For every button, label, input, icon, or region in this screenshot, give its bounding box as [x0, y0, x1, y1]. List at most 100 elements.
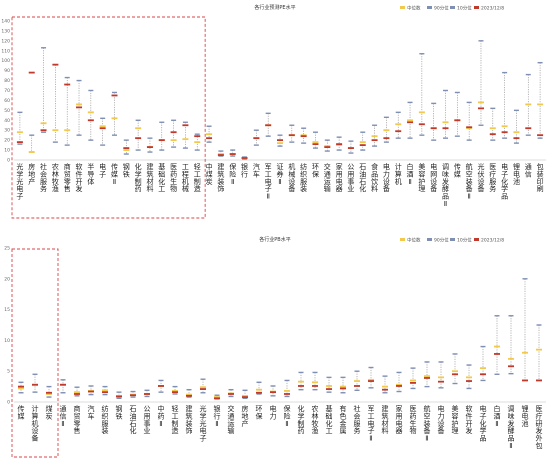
y-tick-label: 120 [1, 38, 10, 44]
category-label: 电子 [99, 162, 106, 178]
legend-swatch [427, 6, 432, 9]
highlight-box [11, 16, 206, 219]
category-label: 传媒 Ⅱ [111, 162, 118, 186]
category-label: 军工电子 Ⅱ [368, 405, 375, 443]
category-label: 光学光电子 [200, 404, 207, 443]
y-tick-label: 10 [4, 148, 10, 154]
category-label: 房地产 [28, 162, 35, 186]
legend-label: 2023/12/8 [481, 6, 504, 12]
y-tick-label: 30 [4, 128, 10, 134]
category-label: 环保 [312, 163, 319, 178]
category-label: 美容护理 [418, 162, 425, 193]
category-label: 钢铁 [116, 404, 123, 420]
category-label: 航空装备 Ⅱ [466, 162, 473, 201]
category-label: 软件开发 [466, 404, 473, 435]
y-tick-label: 20 [4, 138, 10, 144]
category-label: 传媒 [454, 162, 461, 178]
category-label: 轻工制造 [172, 404, 179, 435]
category-label: 石油石化 [359, 163, 366, 193]
legend-swatch [450, 238, 455, 241]
y-tick-label: 60 [4, 98, 10, 104]
category-label: 建筑材料 [146, 162, 153, 193]
category-label: 航空装备 Ⅱ [424, 404, 431, 443]
pb-chart: 各行业PB水平 中位数 90分位 10分位 2023/12/8 0 5 10 15 20 25 传媒计… [4, 236, 546, 458]
y-tick-label: 15 [4, 307, 10, 313]
category-label: 家用电器 [396, 404, 403, 435]
category-label: 包装印刷 [537, 162, 544, 193]
category-label: 建筑装饰 [217, 162, 224, 193]
highlight-box [11, 248, 59, 458]
category-label: 电力设备 [383, 162, 390, 193]
category-label: 汽车 [253, 162, 260, 178]
category-label: 农林牧渔 [52, 162, 59, 193]
category-label: 电子化学品 [501, 162, 508, 201]
legend-label: 10分位 [457, 237, 472, 244]
category-label: 调味发酵品 Ⅱ [442, 162, 449, 208]
category-label: 电力 [270, 404, 277, 420]
y-tick-label: 100 [1, 58, 10, 64]
chart-title: 各行业预测PE水平 [254, 4, 295, 11]
category-label: 家用电器 [336, 162, 343, 193]
legend-swatch [474, 238, 479, 241]
category-label: 调味发酵品 Ⅱ [508, 404, 515, 450]
category-label: 基础化工 [158, 162, 165, 193]
y-tick-label: 5 [7, 369, 10, 375]
y-tick-label: 70 [4, 88, 10, 94]
chart-title: 各行业PB水平 [259, 236, 290, 243]
category-label: 软件开发 [76, 162, 83, 193]
category-label: 交通运输 [228, 404, 235, 435]
category-label: 光学光电子 [16, 162, 23, 201]
category-label: 轻工制造 [194, 162, 201, 193]
y-tick-label: 20 [4, 276, 10, 282]
category-label: 计算机 [395, 162, 402, 186]
category-label: 公用事业 [347, 163, 354, 193]
legend-label: 90分位 [434, 5, 449, 12]
y-tick-label: 140 [1, 18, 10, 24]
category-label: 美容护理 [452, 404, 459, 435]
category-label: 通信 Ⅱ [60, 404, 67, 428]
category-label: 保险 Ⅱ [284, 404, 291, 428]
category-label: 煤炭 [46, 404, 53, 420]
y-tick-label: 80 [4, 78, 10, 84]
category-label: 房地产 [242, 404, 249, 428]
forecast-pe-chart: 各行业预测PE水平 中位数 90分位 10分位 2023/12/8 0 10 20 30 40 50… [1, 4, 546, 219]
legend-label: 2023/12/8 [481, 238, 504, 244]
category-label: 白酒 Ⅱ [407, 162, 414, 186]
category-label: 纺织服装 [300, 162, 307, 193]
legend-label: 10分位 [457, 5, 472, 12]
category-label: 基础化工 [326, 404, 333, 435]
y-tick-label: 25 [4, 246, 10, 252]
category-label: 锂电池 [522, 404, 529, 428]
category-label: 化学制药 [298, 404, 305, 435]
category-label: 纺织服装 [102, 404, 109, 435]
legend-swatch [400, 238, 405, 241]
category-label: 社会服务 [40, 162, 47, 193]
category-label: 农林牧渔 [312, 404, 319, 435]
legend-swatch [474, 6, 479, 9]
category-label: 半导体 [87, 162, 94, 186]
y-tick-label: 110 [1, 48, 10, 54]
category-label: 有色金属 [340, 404, 347, 435]
category-label: 医疗服务 [489, 163, 496, 193]
y-tick-label: 10 [4, 338, 10, 344]
y-tick-label: 40 [4, 118, 10, 124]
category-label: 医药生物 [170, 163, 177, 193]
category-label: 石油石化 [130, 405, 137, 435]
y-tick-label: 50 [4, 108, 10, 114]
category-label: 化学制药 [135, 162, 142, 193]
category-label: 工程机械 [182, 163, 189, 193]
category-label: 环保 [256, 405, 263, 420]
category-label: 锂电池 [513, 162, 520, 186]
category-label: 军工电子 Ⅱ [265, 163, 272, 201]
category-label: 中煤炭 [206, 162, 213, 186]
category-label: 建筑材料 [382, 404, 389, 435]
category-label: 医药生物 [410, 405, 417, 435]
category-label: 社会服务 [354, 404, 361, 435]
legend-label: 中位数 [407, 237, 421, 244]
category-label: 公用事业 [144, 405, 151, 435]
category-label: 医疗研发外包 [536, 405, 543, 450]
category-label: 电子化学品 [480, 404, 487, 443]
category-label: 商贸零售 [74, 404, 81, 435]
category-label: 交通运输 [324, 162, 331, 193]
category-label: 机械设备 [288, 162, 295, 193]
